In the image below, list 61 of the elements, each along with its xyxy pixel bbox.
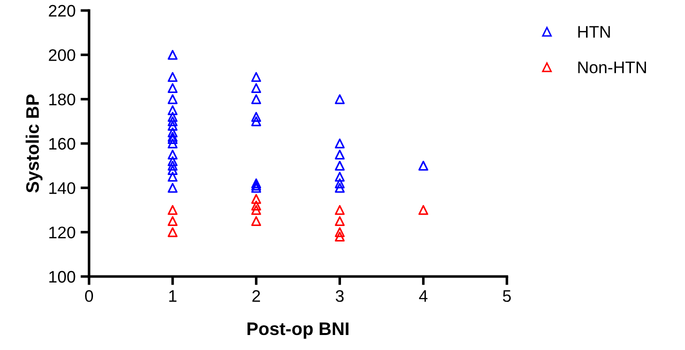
point bbox=[251, 205, 262, 215]
point bbox=[251, 83, 262, 94]
point bbox=[168, 94, 178, 104]
point bbox=[334, 160, 345, 171]
x-axis-title: Post-op BNI bbox=[248, 322, 348, 339]
x-tick-label: 1 bbox=[169, 290, 176, 302]
legend-label: HTN bbox=[578, 26, 610, 38]
point bbox=[168, 172, 178, 182]
point bbox=[251, 200, 262, 210]
point bbox=[168, 50, 178, 60]
point bbox=[251, 112, 262, 122]
point bbox=[168, 138, 178, 148]
point bbox=[251, 116, 262, 126]
y-tick-label: 160 bbox=[49, 138, 76, 150]
point bbox=[168, 132, 178, 142]
point bbox=[168, 156, 178, 166]
x-tick-label: 2 bbox=[252, 290, 260, 302]
point bbox=[251, 72, 262, 82]
x-tick-label: 3 bbox=[336, 290, 344, 302]
point bbox=[168, 83, 178, 94]
point bbox=[168, 205, 178, 215]
point bbox=[334, 216, 345, 226]
point bbox=[168, 165, 178, 176]
point bbox=[334, 94, 345, 104]
y-tick-label: 200 bbox=[48, 49, 76, 62]
point bbox=[334, 138, 345, 148]
y-tick-label: 120 bbox=[49, 226, 76, 238]
point bbox=[251, 194, 262, 204]
point bbox=[251, 216, 262, 226]
y-tick-label: 100 bbox=[49, 270, 76, 283]
x-tick-label: 0 bbox=[85, 290, 94, 302]
point bbox=[418, 205, 428, 215]
point bbox=[334, 205, 345, 215]
point bbox=[334, 172, 345, 182]
point bbox=[168, 116, 178, 126]
y-tick-label: 180 bbox=[49, 94, 76, 106]
point bbox=[334, 178, 345, 188]
y-axis-title: Systolic BP bbox=[26, 94, 42, 193]
point bbox=[168, 105, 178, 116]
point bbox=[334, 182, 345, 193]
x-tick-label: 4 bbox=[419, 290, 428, 302]
legend-label: Non-HTN bbox=[578, 62, 646, 74]
point bbox=[168, 160, 178, 171]
point bbox=[168, 227, 178, 238]
point bbox=[418, 160, 428, 171]
y-tick-label: 140 bbox=[49, 182, 76, 194]
point bbox=[334, 150, 345, 160]
point bbox=[168, 120, 178, 131]
point bbox=[168, 127, 178, 138]
point bbox=[168, 112, 178, 122]
point bbox=[334, 227, 345, 238]
point bbox=[168, 216, 178, 226]
point bbox=[168, 150, 178, 160]
point bbox=[334, 232, 345, 242]
point bbox=[168, 134, 178, 144]
point bbox=[251, 178, 262, 188]
y-tick-label: 220 bbox=[48, 4, 76, 17]
point bbox=[251, 94, 262, 104]
point bbox=[168, 72, 178, 82]
point bbox=[168, 182, 178, 193]
x-tick-label: 5 bbox=[502, 290, 511, 302]
